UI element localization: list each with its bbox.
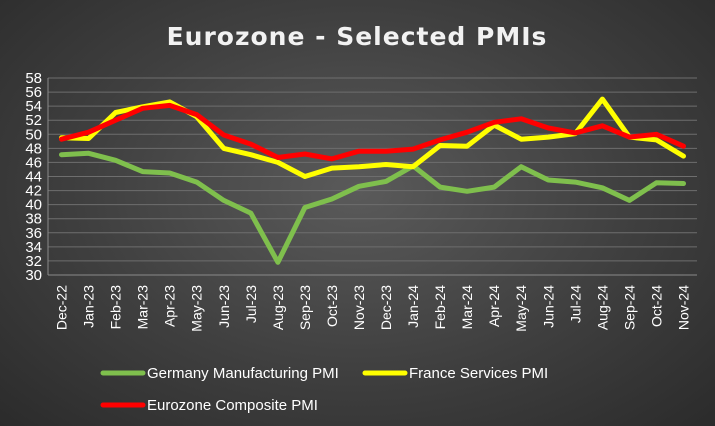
x-tick-label: Nov-24 [675, 285, 691, 330]
y-tick-label: 38 [25, 211, 42, 228]
x-tick-label: Jun-24 [540, 285, 556, 328]
legend-label: Eurozone Composite PMI [147, 397, 318, 414]
y-tick-label: 40 [25, 197, 42, 214]
x-tick-label: Oct-24 [648, 285, 664, 327]
x-tick-label: Jan-23 [81, 285, 97, 328]
y-tick-label: 42 [25, 183, 42, 200]
x-tick-label: Aug-24 [594, 285, 610, 330]
x-tick-label: Feb-24 [432, 285, 448, 330]
legend: Germany Manufacturing PMI France Services… [100, 365, 548, 414]
y-tick-label: 32 [25, 253, 42, 270]
y-tick-label: 34 [25, 239, 42, 256]
series-line-0 [59, 150, 686, 265]
x-tick-label: Jan-24 [405, 285, 421, 328]
x-tick-label: Feb-23 [108, 285, 124, 330]
y-tick-label: 58 [25, 70, 42, 87]
chart-title: Eurozone - Selected PMIs [167, 22, 548, 51]
y-tick-label: 54 [25, 98, 42, 115]
x-tick-label: Nov-23 [351, 285, 367, 330]
y-tick-label: 44 [25, 169, 42, 186]
x-tick-label: Jun-23 [216, 285, 232, 328]
x-tick-label: Sep-24 [621, 285, 637, 330]
y-tick-label: 48 [25, 140, 42, 157]
x-tick-label: Apr-24 [486, 285, 502, 327]
x-tick-label: Mar-23 [135, 285, 151, 330]
axes [47, 78, 697, 276]
x-tick-label: Mar-24 [459, 285, 475, 330]
x-tick-label: Dec-22 [54, 285, 70, 330]
x-axis-ticks: Dec-22 Jan-23 Feb-23 Mar-23 Apr-23 May-23 Jun-… [54, 285, 692, 332]
x-tick-label: Dec-23 [378, 285, 394, 330]
x-tick-label: Jul-24 [567, 285, 583, 323]
legend-label: Germany Manufacturing PMI [147, 365, 339, 382]
x-tick-label: Sep-23 [297, 285, 313, 330]
x-tick-label: May-24 [513, 285, 529, 332]
x-tick-label: Oct-23 [324, 285, 340, 327]
grid-lines [48, 77, 697, 276]
legend-label: France Services PMI [409, 365, 548, 382]
y-tick-label: 56 [25, 84, 42, 101]
y-tick-label: 46 [25, 154, 42, 171]
series-line-1 [59, 96, 686, 179]
y-tick-label: 52 [25, 112, 42, 129]
x-tick-label: Aug-23 [270, 285, 286, 330]
x-tick-label: May-23 [189, 285, 205, 332]
x-tick-label: Jul-23 [243, 285, 259, 323]
y-tick-label: 50 [25, 126, 42, 143]
series-lines [59, 96, 686, 265]
series-line-2 [59, 102, 686, 162]
y-tick-label: 36 [25, 225, 42, 242]
x-tick-label: Apr-23 [162, 285, 178, 327]
y-tick-label: 30 [25, 267, 42, 284]
